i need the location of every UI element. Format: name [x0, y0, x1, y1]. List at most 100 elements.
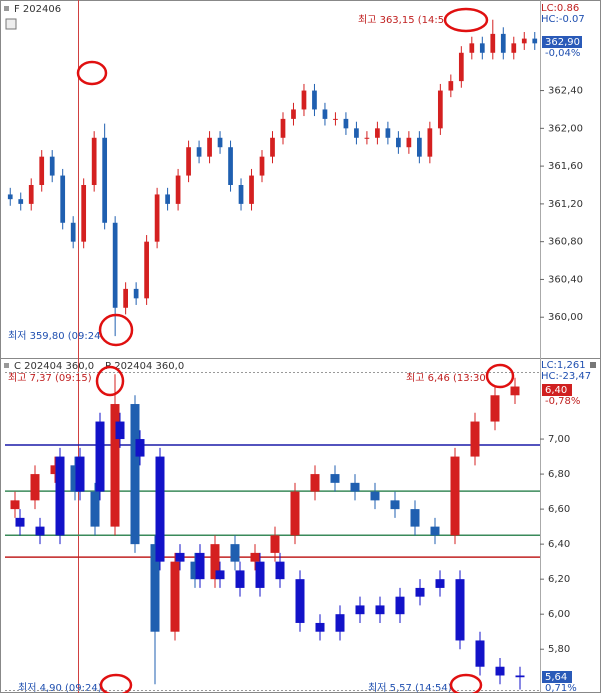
candle-body [135, 439, 145, 457]
candle-body [330, 474, 340, 483]
candle-body [255, 561, 265, 588]
y-tick-label: 6,40 [548, 539, 570, 550]
candle-body [115, 421, 125, 440]
candle-body [417, 137, 422, 157]
highlight-circle [485, 363, 515, 389]
candle-body [437, 90, 443, 129]
candle-body [375, 128, 380, 138]
candle-body [175, 175, 181, 204]
candle-body [495, 666, 505, 676]
info: HC:-23,47 [541, 371, 591, 382]
candle-body [355, 605, 365, 615]
candle-body [102, 137, 108, 223]
candle-body [275, 561, 285, 580]
candle-body [364, 137, 370, 139]
price-box [542, 384, 572, 396]
panel-icon [4, 6, 9, 11]
candle-body [154, 194, 160, 242]
candle-body [195, 552, 205, 580]
last-price: 6,40 [545, 385, 567, 396]
info: LC:1,261 [541, 360, 586, 371]
candle-body [479, 43, 485, 53]
candle-body [390, 500, 400, 510]
candle-body [333, 118, 338, 120]
candle-body [60, 175, 66, 223]
candle-body [515, 675, 525, 678]
candle-body [450, 456, 460, 536]
candle-body [312, 90, 317, 110]
last-price: 362,90 [545, 37, 580, 48]
candle-body [130, 404, 140, 545]
y-tick-label: 360,00 [548, 312, 583, 323]
candle-body [448, 81, 454, 91]
candle-body [427, 128, 433, 157]
y-tick-label: 360,40 [548, 274, 583, 285]
highlight-circle [449, 673, 483, 693]
candle-body [30, 474, 40, 501]
candle-body [28, 185, 34, 204]
candle-body [230, 544, 240, 562]
candle-body [95, 421, 105, 492]
candle-body [354, 128, 359, 138]
y-tick-label: 362,00 [548, 123, 583, 134]
last-price: 5,64 [545, 672, 567, 683]
candle-body [210, 544, 220, 580]
candle-body [350, 482, 360, 492]
candle-body [430, 526, 440, 536]
candle-body [207, 137, 212, 157]
candle-body [110, 404, 120, 527]
candle-body [510, 386, 520, 396]
price-box [542, 671, 572, 683]
candle-body [511, 43, 517, 53]
candle-body [170, 561, 180, 632]
high-label: 최고 7,37 (09:15) [8, 372, 92, 384]
candle-body [500, 33, 506, 53]
candle-body [270, 535, 280, 553]
low-label: 최저 5,57 (14:54) [368, 682, 452, 693]
candle-body [112, 222, 118, 308]
candle-body [7, 194, 13, 200]
highlights [76, 7, 515, 693]
candle-body [196, 147, 202, 157]
settings-icon[interactable] [5, 18, 17, 30]
low-label: 최저 4,90 (09:24) [18, 682, 102, 693]
candle-body [395, 596, 405, 615]
y-tick-label: 361,60 [548, 161, 583, 172]
candle-body [280, 118, 286, 138]
candle-body [10, 500, 20, 510]
marks: 360,00 360,40 360,80 361,20 361,60 362,00 362,… [5, 19, 583, 690]
price-box [542, 36, 582, 48]
candle-body [215, 570, 225, 580]
y-tick-label: 362,40 [548, 86, 583, 97]
candle-body [75, 456, 85, 492]
candle-body [15, 517, 25, 527]
candle-body [35, 526, 45, 536]
low-label: 최저 359,80 (09:24 [8, 330, 100, 342]
candle-body [235, 570, 245, 588]
candle-body [470, 421, 480, 457]
y-tick-label: 7,00 [548, 434, 570, 445]
info: HC:-0.07 [541, 14, 585, 25]
candle-body [228, 147, 233, 185]
candle-body [301, 90, 307, 110]
panel-icon[interactable] [590, 362, 596, 368]
candle-body [250, 552, 260, 562]
candle-body [396, 137, 401, 148]
series-name: P 202404 360,0 [105, 361, 184, 372]
candle-body [133, 288, 139, 299]
candle-body [155, 456, 165, 562]
candle-body [259, 156, 265, 176]
candle-body [217, 137, 223, 148]
candle-body [410, 509, 420, 527]
candle-body [415, 587, 425, 597]
y-tick-label: 361,20 [548, 199, 583, 210]
y-tick-label: 360,80 [548, 237, 583, 248]
candle-body [310, 474, 320, 492]
candle-body [322, 109, 328, 119]
candle-body [90, 491, 100, 527]
candle-body [291, 109, 296, 119]
candle-body [270, 137, 275, 157]
highlight-circle [99, 673, 133, 693]
candle-body [521, 38, 527, 44]
